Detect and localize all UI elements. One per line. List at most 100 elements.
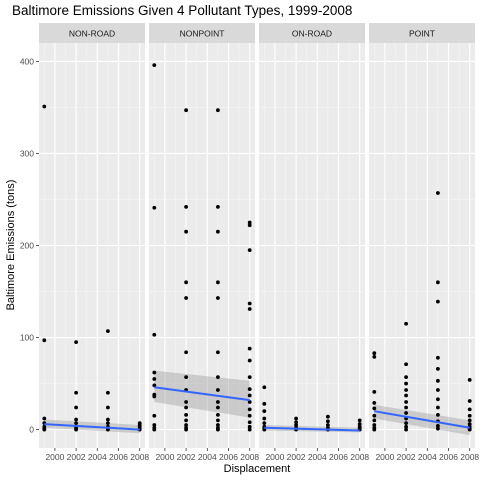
data-point [262, 385, 267, 390]
data-point [152, 63, 157, 67]
data-point [247, 413, 252, 418]
data-point [106, 405, 110, 410]
facet-strip-non-road [39, 23, 145, 43]
facet-label-point: POINT [409, 29, 435, 39]
data-point [357, 418, 362, 423]
data-point [106, 417, 110, 422]
data-point [372, 427, 377, 432]
data-point [152, 383, 157, 388]
data-point [184, 296, 189, 300]
data-point [294, 420, 298, 425]
x-tick-label: 2004 [308, 452, 327, 462]
data-point [436, 405, 440, 410]
data-point [247, 407, 252, 412]
y-tick-label: 300 [20, 148, 34, 158]
data-point [467, 427, 472, 432]
data-point [262, 409, 267, 414]
trend-line-non-road [44, 423, 140, 431]
trend-line-on-road [264, 426, 360, 432]
x-tick-label: 2002 [397, 452, 416, 462]
facet-on-road: ON-ROAD 2000 2002 2004 2006 2008 [259, 23, 369, 462]
facet-point: POINT 2000 2002 2004 2006 2008 [369, 23, 479, 462]
data-point [216, 400, 220, 404]
data-point [467, 399, 472, 403]
facet-non-road: NON-ROAD 2000 2002 2004 2006 2008 [39, 23, 149, 462]
data-point [106, 421, 110, 426]
data-point [247, 424, 252, 429]
data-point [467, 407, 472, 412]
data-point [247, 220, 252, 225]
x-tick-label: 2004 [198, 452, 217, 462]
data-point [216, 423, 220, 427]
data-point [436, 424, 440, 428]
data-point [184, 423, 189, 427]
data-point [294, 423, 298, 427]
data-point [247, 301, 252, 306]
data-point [436, 388, 440, 392]
data-point [247, 307, 252, 311]
x-tick-label: 2006 [219, 452, 238, 462]
data-point [372, 413, 377, 418]
data-point [152, 423, 157, 427]
data-point [247, 248, 252, 253]
data-point [372, 351, 377, 356]
data-point [42, 104, 47, 109]
data-point [247, 375, 252, 380]
x-tick-label: 2000 [45, 452, 64, 462]
data-point [436, 299, 440, 304]
x-axis-title: Displacement [224, 463, 291, 475]
facet-nonpoint: NONPOINT 2000 2002 2004 2006 2008 [149, 23, 259, 462]
x-tick-label: 2000 [375, 452, 394, 462]
data-point [404, 388, 408, 392]
data-point [184, 280, 189, 285]
data-point [42, 427, 47, 432]
data-point [184, 229, 189, 234]
data-point [294, 416, 298, 421]
data-point [42, 338, 47, 343]
data-point [184, 405, 189, 410]
y-tick-label: 400 [20, 56, 34, 66]
data-point [152, 394, 157, 399]
x-tick-label: 2002 [67, 452, 86, 462]
data-point [404, 400, 408, 404]
data-point [357, 422, 362, 426]
data-point [152, 427, 157, 432]
data-point [436, 412, 440, 417]
data-point [216, 204, 220, 209]
data-point [467, 418, 472, 423]
data-point [184, 427, 189, 432]
data-point [216, 280, 220, 285]
data-point [372, 389, 377, 394]
data-point [467, 413, 472, 418]
data-point [247, 223, 252, 228]
data-point [404, 424, 408, 429]
x-tick-label: 2000 [155, 452, 174, 462]
x-tick-label: 2004 [88, 452, 107, 462]
data-point [216, 350, 220, 355]
data-point [404, 411, 408, 415]
data-point [106, 329, 110, 334]
data-point [216, 388, 220, 392]
data-point [247, 346, 252, 351]
chart-title: Baltimore Emissions Given 4 Pollutant Ty… [12, 3, 352, 18]
x-tick-label: 2002 [177, 452, 196, 462]
data-point [216, 108, 220, 113]
data-point [436, 397, 440, 402]
data-point [216, 296, 220, 300]
data-point [184, 350, 189, 355]
trend-line-nonpoint [154, 386, 250, 402]
data-point [247, 420, 252, 425]
x-tick-label: 2008 [240, 452, 259, 462]
facet-strip-point [369, 23, 475, 43]
data-point [262, 421, 267, 426]
data-point [216, 375, 220, 380]
data-point [42, 416, 47, 421]
x-tick-label: 2008 [130, 452, 149, 462]
data-point [467, 377, 472, 382]
data-point [247, 393, 252, 398]
data-point [152, 413, 157, 418]
y-axis: 0 100 200 300 400 [20, 56, 39, 435]
data-point [247, 387, 252, 391]
data-point [74, 390, 78, 395]
